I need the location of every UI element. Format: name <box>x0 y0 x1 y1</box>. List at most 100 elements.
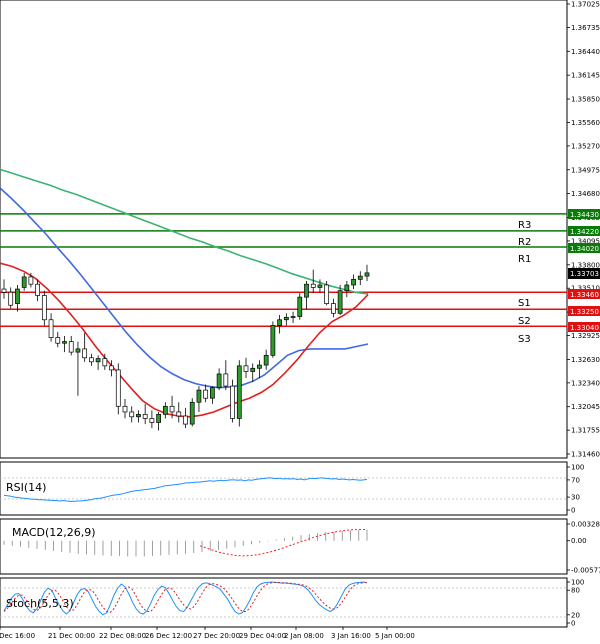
candle-body <box>317 284 323 288</box>
tag-s2-value: 1.33250 <box>570 308 599 316</box>
macd-signal-line <box>199 529 367 557</box>
rsi-pane: RSI(14) 100 70 30 0 <box>0 461 584 516</box>
pivot-level-labels: R3 R2 R1 S1 S2 S3 <box>518 220 531 345</box>
price-plot-frame <box>0 0 568 459</box>
tag-current-price: 1.33703 <box>570 270 599 278</box>
time-tick-label: 20 Dec 16:00 <box>0 632 35 640</box>
candle-body <box>216 373 222 389</box>
candlesticks <box>1 264 370 431</box>
tag-r3-value: 1.34430 <box>570 211 599 219</box>
candle-body <box>109 365 114 371</box>
candle-body <box>337 290 343 314</box>
rsi-tick-label: 100 <box>571 464 584 472</box>
rsi-tick-label: 70 <box>571 476 580 484</box>
candle-body <box>250 367 256 372</box>
moving-average-line <box>0 187 369 389</box>
candle-body <box>297 296 303 317</box>
candle-body <box>357 275 363 280</box>
candle-body <box>15 288 20 304</box>
level-label-r1: R1 <box>518 254 531 265</box>
candle-body <box>243 365 249 372</box>
candle-body <box>8 291 14 306</box>
rsi-tick-label: 30 <box>571 494 580 502</box>
price-tick-label: 1.36145 <box>571 72 600 80</box>
candle-body <box>41 295 47 321</box>
tag-s1-bg <box>568 289 600 299</box>
time-tick-label: 21 Dec 00:00 <box>48 632 95 640</box>
price-tick-label: 1.32340 <box>571 379 600 387</box>
macd-tick-label: -0.005772 <box>571 567 600 575</box>
candle-body <box>351 278 356 286</box>
candle-body <box>270 325 276 356</box>
candle-body <box>136 414 141 418</box>
price-tick-label: 1.35270 <box>571 142 600 150</box>
stoch-tick-label: 100 <box>571 579 584 587</box>
candle-body <box>230 385 235 419</box>
tag-r1-value: 1.34020 <box>570 245 599 253</box>
candle-body <box>156 414 161 423</box>
candle-body <box>169 405 175 413</box>
tag-s1-value: 1.33460 <box>570 291 599 299</box>
macd-histogram <box>3 530 368 557</box>
candle-body <box>115 369 121 407</box>
candle-body <box>344 284 350 292</box>
rsi-plot-frame <box>0 461 568 516</box>
candle-body <box>176 411 182 417</box>
candle-body <box>196 389 202 403</box>
candle-body <box>82 348 88 359</box>
candle-body <box>263 354 269 366</box>
stoch-tick-label: 80 <box>571 587 580 595</box>
candle-body <box>183 415 188 425</box>
time-tick-label: 5 Jan 00:00 <box>375 632 415 640</box>
candle-body <box>162 405 168 415</box>
price-tick-label: 1.36735 <box>571 24 600 32</box>
time-tick-label: 3 Jan 16:00 <box>331 632 371 640</box>
time-tick-label: 27 Dec 20:00 <box>193 632 240 640</box>
macd-axis: 0.003287 0.00 -0.005772 <box>567 521 600 575</box>
price-pane: R3 R2 R1 S1 S2 S3 1.370251.367351.364401… <box>0 0 600 459</box>
tag-s3-bg <box>568 322 600 332</box>
candle-body <box>277 319 282 326</box>
tag-s2-bg <box>568 306 600 316</box>
price-tick-label: 1.35560 <box>571 119 600 127</box>
candle-body <box>331 303 336 314</box>
candle-body <box>95 358 101 363</box>
candle-body <box>290 316 296 318</box>
candle-body <box>68 341 74 353</box>
price-tick-label: 1.31755 <box>571 427 600 435</box>
candle-body <box>210 387 215 399</box>
price-axis: 1.37025 1.36735 1.36440 1.36145 1.35850 1.355… <box>567 1 600 459</box>
tag-r1-bg <box>568 243 600 253</box>
time-tick-label: 2 Jan 08:00 <box>284 632 324 640</box>
price-tick-label: 1.37025 <box>571 1 600 9</box>
candle-body <box>283 316 289 321</box>
candle-body <box>89 357 94 363</box>
level-label-s2: S2 <box>518 316 531 327</box>
candle-body <box>304 283 309 298</box>
tag-r2-value: 1.34220 <box>570 228 599 236</box>
stoch-signal-line <box>3 581 368 613</box>
stoch-title: Stoch(5,5,3) <box>6 597 74 610</box>
macd-pane: MACD(12,26,9) 0.003287 0.00 -0.005772 <box>0 518 600 575</box>
level-label-r3: R3 <box>518 220 531 231</box>
candle-body <box>310 283 316 288</box>
candle-body <box>102 358 108 367</box>
candle-body <box>364 272 370 277</box>
price-tick-label: 1.33510 <box>571 285 600 293</box>
candle-body <box>223 373 229 387</box>
rsi-tick-label: 0 <box>571 507 575 515</box>
candle-body <box>62 341 67 344</box>
time-tick-label: 29 Dec 04:00 <box>239 632 286 640</box>
tag-r2-bg <box>568 226 600 236</box>
candle-body <box>257 364 262 369</box>
tag-current-price-bg <box>568 268 600 279</box>
rsi-title: RSI(14) <box>6 481 46 494</box>
price-tick-label: 1.32045 <box>571 403 600 411</box>
rsi-line <box>3 477 368 502</box>
stoch-main-line <box>3 581 368 616</box>
candle-body <box>1 288 7 293</box>
